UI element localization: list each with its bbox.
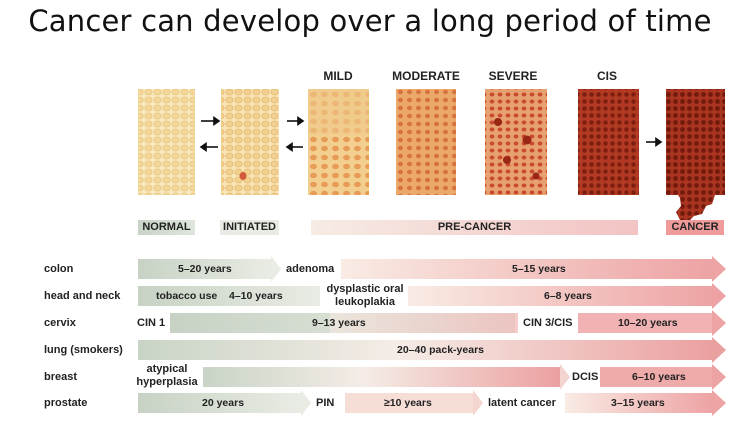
cervix-arrow-1b (330, 313, 518, 333)
cervix-milestone-cin1: CIN 1 (137, 317, 166, 329)
stage-label-cis: CIS (596, 69, 617, 83)
row-label-prostate: prostate (44, 397, 88, 409)
colon-duration-2: 5–15 years (512, 263, 566, 275)
tissue-initiated (221, 89, 279, 195)
lung-arrow (138, 340, 713, 360)
prostate-arrow-3-head (712, 390, 726, 416)
breast-milestone-line-2: hyperplasia (136, 376, 198, 388)
stage-label-severe: SEVERE (488, 69, 538, 83)
colon-arrow-2 (341, 259, 713, 279)
headneck-milestone-line-1: dysplastic oral (326, 283, 404, 295)
colon-arrow-1 (138, 259, 271, 279)
breast-milestone-hyperplasia: atypical hyperplasia (131, 363, 203, 389)
lung-duration: 20–40 pack-years (397, 344, 484, 356)
band-cancer: CANCER (671, 221, 719, 233)
prostate-milestone-pin: PIN (316, 397, 335, 409)
band-precancer-bg (311, 220, 638, 235)
band-precancer: PRE-CANCER (437, 221, 512, 233)
lung-arrow-head (712, 337, 726, 363)
cervix-arrow-2-head (712, 310, 726, 336)
cervix-duration-1: 9–13 years (312, 317, 366, 329)
headneck-arrow-1 (138, 286, 320, 306)
breast-duration: 6–10 years (632, 371, 686, 383)
tissue-mild-upper (308, 89, 369, 134)
cervix-duration-2: 10–20 years (618, 317, 678, 329)
arrow-right-icon (201, 115, 663, 148)
headneck-duration-2: 6–8 years (544, 290, 592, 302)
band-initiated-bg (220, 220, 279, 235)
band-normal: NORMAL (142, 221, 191, 233)
prostate-duration-3: 3–15 years (611, 397, 665, 409)
prostate-duration-2: ≥10 years (384, 397, 432, 409)
row-label-head-neck: head and neck (44, 290, 121, 302)
prostate-arrow-1 (138, 393, 301, 413)
breast-arrow-1 (203, 367, 560, 387)
headneck-milestone-leukoplakia: dysplastic oral leukoplakia (323, 283, 407, 309)
band-normal-bg (138, 220, 195, 235)
breast-arrow-2-head (712, 364, 726, 390)
cervix-milestone-cin3: CIN 3/CIS (523, 317, 573, 329)
severe-cell (503, 156, 511, 164)
prostate-duration-1: 20 years (202, 397, 245, 409)
tissue-cancer (666, 89, 725, 222)
stage-label-moderate: MODERATE (392, 69, 460, 83)
colon-arrow-2-head (712, 256, 726, 282)
band-cancer-bg (666, 220, 724, 235)
prostate-arrow-3 (565, 393, 713, 413)
stage-label-mild: MILD (323, 69, 353, 83)
breast-milestone-dcis: DCIS (572, 371, 599, 383)
breast-arrow-1-head (560, 364, 570, 390)
prostate-arrow-2-head (473, 390, 483, 416)
tissue-severe (485, 89, 547, 195)
headneck-arrow-2-head (712, 283, 726, 309)
tissue-normal (138, 89, 195, 195)
severe-cell (494, 118, 502, 126)
page-title: Cancer can develop over a long period of… (28, 4, 712, 38)
colon-arrow-1-head (271, 256, 281, 282)
row-label-colon: colon (44, 263, 74, 275)
prostate-milestone-latent: latent cancer (488, 397, 556, 409)
headneck-milestone-line-2: leukoplakia (335, 296, 395, 308)
row-label-cervix: cervix (44, 317, 76, 329)
prostate-arrow-1-head (301, 390, 311, 416)
headneck-pre-tobacco: tobacco use (156, 290, 218, 302)
tissue-cis (578, 89, 639, 195)
severe-cell (532, 172, 540, 180)
row-label-breast: breast (44, 371, 78, 383)
tissue-moderate (396, 89, 456, 195)
band-initiated: INITIATED (223, 221, 276, 233)
arrow-left-icon (199, 141, 303, 153)
prostate-arrow-2 (345, 393, 473, 413)
colon-duration-1: 5–20 years (178, 263, 232, 275)
colon-milestone-adenoma: adenoma (286, 263, 335, 275)
headneck-arrow-2 (408, 286, 713, 306)
breast-milestone-line-1: atypical (146, 363, 188, 375)
breast-arrow-2 (600, 367, 713, 387)
cervix-arrow-2 (578, 313, 713, 333)
headneck-duration-1: 4–10 years (229, 290, 283, 302)
row-label-lung: lung (smokers) (44, 344, 123, 356)
initiated-cell (239, 172, 247, 180)
severe-cell (522, 135, 532, 145)
